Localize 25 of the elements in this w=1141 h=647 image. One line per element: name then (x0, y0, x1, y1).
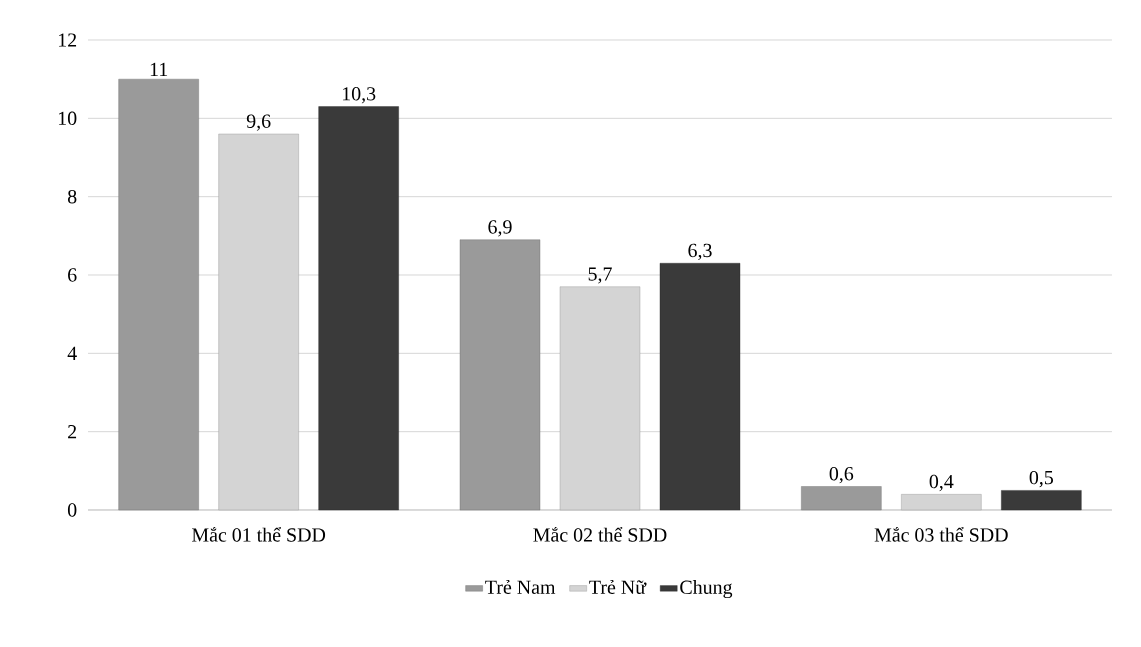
x-tick-label: Mắc 03 thể SDD (874, 527, 1008, 542)
y-tick-label: 2 (68, 425, 77, 439)
bar (318, 106, 399, 511)
data-label: 0,6 (829, 466, 854, 484)
data-label: 0,5 (1029, 470, 1054, 488)
y-tick-label: 6 (68, 268, 77, 282)
bar (1001, 490, 1082, 511)
y-tick-label: 0 (67, 503, 77, 517)
data-label: 6,3 (688, 243, 712, 261)
legend-label: Trẻ Nam (485, 580, 556, 594)
bar (659, 263, 741, 511)
legend-label: Trẻ Nữ (589, 580, 647, 594)
x-tick-label: Mắc 02 thể SDD (533, 527, 667, 542)
data-label: 9,6 (246, 114, 271, 131)
data-label: 5,7 (588, 267, 612, 284)
x-tick-label: Mắc 01 thể SDD (192, 527, 326, 542)
data-label: 11 (150, 62, 168, 76)
legend-label: Chung (680, 579, 733, 599)
data-label: 6,9 (488, 220, 512, 237)
y-tick-label: 10 (58, 111, 77, 126)
data-label: 0,4 (929, 474, 954, 492)
y-tick-label: 8 (67, 189, 77, 204)
data-label: 10,3 (342, 87, 376, 104)
y-tick-label: 12 (58, 33, 77, 47)
y-tick-label: 4 (67, 346, 77, 360)
